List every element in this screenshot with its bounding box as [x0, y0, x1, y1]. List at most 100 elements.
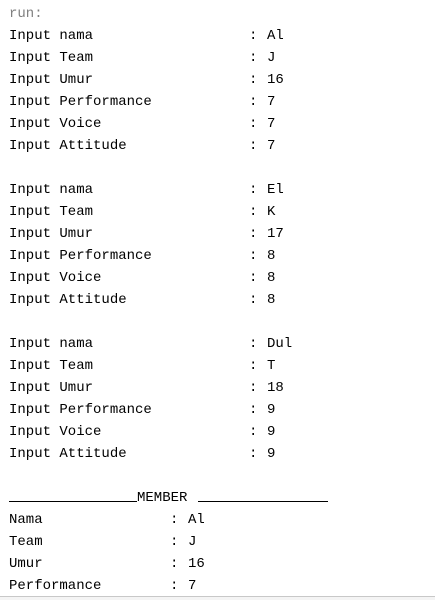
- member-label: Umur: [9, 556, 43, 572]
- input-value: 7: [267, 94, 276, 110]
- input-value: 8: [267, 292, 276, 308]
- separator: :: [249, 204, 258, 220]
- run-label: run:: [9, 6, 43, 22]
- input-label: Input nama: [9, 28, 94, 44]
- input-label: Input Performance: [9, 248, 152, 264]
- separator: :: [170, 556, 179, 572]
- input-value: 7: [267, 138, 276, 154]
- input-line: Input Umur:17: [9, 223, 433, 245]
- separator: :: [249, 226, 258, 242]
- member-line: Nama: Al: [9, 509, 433, 531]
- separator: :: [249, 182, 258, 198]
- input-value: 9: [267, 402, 276, 418]
- blank-line: [9, 311, 433, 333]
- input-value: 16: [267, 72, 284, 88]
- input-line: Input Voice:9: [9, 421, 433, 443]
- separator: :: [249, 248, 258, 264]
- input-label: Input Voice: [9, 424, 102, 440]
- separator: :: [249, 402, 258, 418]
- blank-line: [9, 157, 433, 179]
- separator: :: [249, 138, 258, 154]
- member-line: Umur:16: [9, 553, 433, 575]
- divider: [198, 501, 328, 502]
- input-label: Input Attitude: [9, 292, 127, 308]
- input-label: Input nama: [9, 336, 94, 352]
- separator: :: [249, 270, 258, 286]
- input-label: Input Performance: [9, 94, 152, 110]
- input-label: Input Voice: [9, 116, 102, 132]
- separator: :: [249, 336, 258, 352]
- input-line: Input Team: J: [9, 47, 433, 69]
- input-line: Input Umur:16: [9, 69, 433, 91]
- member-header: MEMBER: [9, 487, 433, 509]
- input-label: Input Umur: [9, 380, 94, 396]
- input-line: Input Attitude:7: [9, 135, 433, 157]
- input-label: Input Team: [9, 358, 94, 374]
- input-label: Input Attitude: [9, 446, 127, 462]
- input-value: 7: [267, 116, 276, 132]
- blank-line: [9, 465, 433, 487]
- member-label: Performance: [9, 578, 102, 594]
- input-value: 17: [267, 226, 284, 242]
- input-block-3: Input nama: Dul Input Team: T Input Umur:1…: [9, 333, 433, 465]
- input-label: Input Voice: [9, 270, 102, 286]
- input-block-2: Input nama: El Input Team: K Input Umur:17…: [9, 179, 433, 311]
- member-value: 7: [188, 578, 197, 594]
- input-value: 8: [267, 248, 276, 264]
- horizontal-scrollbar[interactable]: [0, 596, 435, 600]
- input-value: El: [267, 182, 284, 198]
- input-value: Dul: [267, 336, 293, 352]
- input-line: Input Attitude:9: [9, 443, 433, 465]
- separator: :: [249, 446, 258, 462]
- input-line: Input Voice:7: [9, 113, 433, 135]
- input-value: Al: [267, 28, 284, 44]
- input-block-1: Input nama: Al Input Team: J Input Umur:16…: [9, 25, 433, 157]
- input-label: Input Team: [9, 50, 94, 66]
- input-value: 8: [267, 270, 276, 286]
- input-line: Input Attitude:8: [9, 289, 433, 311]
- separator: :: [170, 512, 179, 528]
- member-label: Nama: [9, 512, 43, 528]
- input-label: Input nama: [9, 182, 94, 198]
- input-value: 9: [267, 424, 276, 440]
- input-value: 9: [267, 446, 276, 462]
- separator: :: [170, 578, 179, 594]
- input-label: Input Attitude: [9, 138, 127, 154]
- output-console[interactable]: run: Input nama: Al Input Team: J Input Um…: [9, 3, 433, 596]
- separator: :: [249, 50, 258, 66]
- input-line: Input Performance:8: [9, 245, 433, 267]
- input-line: Input Team: T: [9, 355, 433, 377]
- member-label: Team: [9, 534, 43, 550]
- member-value: 16: [188, 556, 205, 572]
- input-value: J: [267, 50, 276, 66]
- input-value: K: [267, 204, 276, 220]
- input-value: 18: [267, 380, 284, 396]
- separator: :: [249, 72, 258, 88]
- separator: :: [249, 424, 258, 440]
- input-label: Input Umur: [9, 226, 94, 242]
- input-label: Input Team: [9, 204, 94, 220]
- input-line: Input Performance:7: [9, 91, 433, 113]
- divider: [9, 501, 137, 502]
- separator: :: [249, 292, 258, 308]
- member-details: Nama: Al Team: J Umur:16 Performance:7: [9, 509, 433, 596]
- input-line: Input nama: Al: [9, 25, 433, 47]
- input-line: Input Team: K: [9, 201, 433, 223]
- input-label: Input Performance: [9, 402, 152, 418]
- separator: :: [249, 380, 258, 396]
- separator: :: [249, 358, 258, 374]
- input-line: Input nama: El: [9, 179, 433, 201]
- input-line: Input Umur:18: [9, 377, 433, 399]
- input-line: Input Voice:8: [9, 267, 433, 289]
- member-title: MEMBER: [137, 490, 188, 506]
- separator: :: [249, 116, 258, 132]
- separator: :: [170, 534, 179, 550]
- separator: :: [249, 94, 258, 110]
- input-value: T: [267, 358, 276, 374]
- member-value: J: [188, 534, 197, 550]
- separator: :: [249, 28, 258, 44]
- member-line: Team: J: [9, 531, 433, 553]
- input-line: Input Performance:9: [9, 399, 433, 421]
- member-value: Al: [188, 512, 205, 528]
- input-label: Input Umur: [9, 72, 94, 88]
